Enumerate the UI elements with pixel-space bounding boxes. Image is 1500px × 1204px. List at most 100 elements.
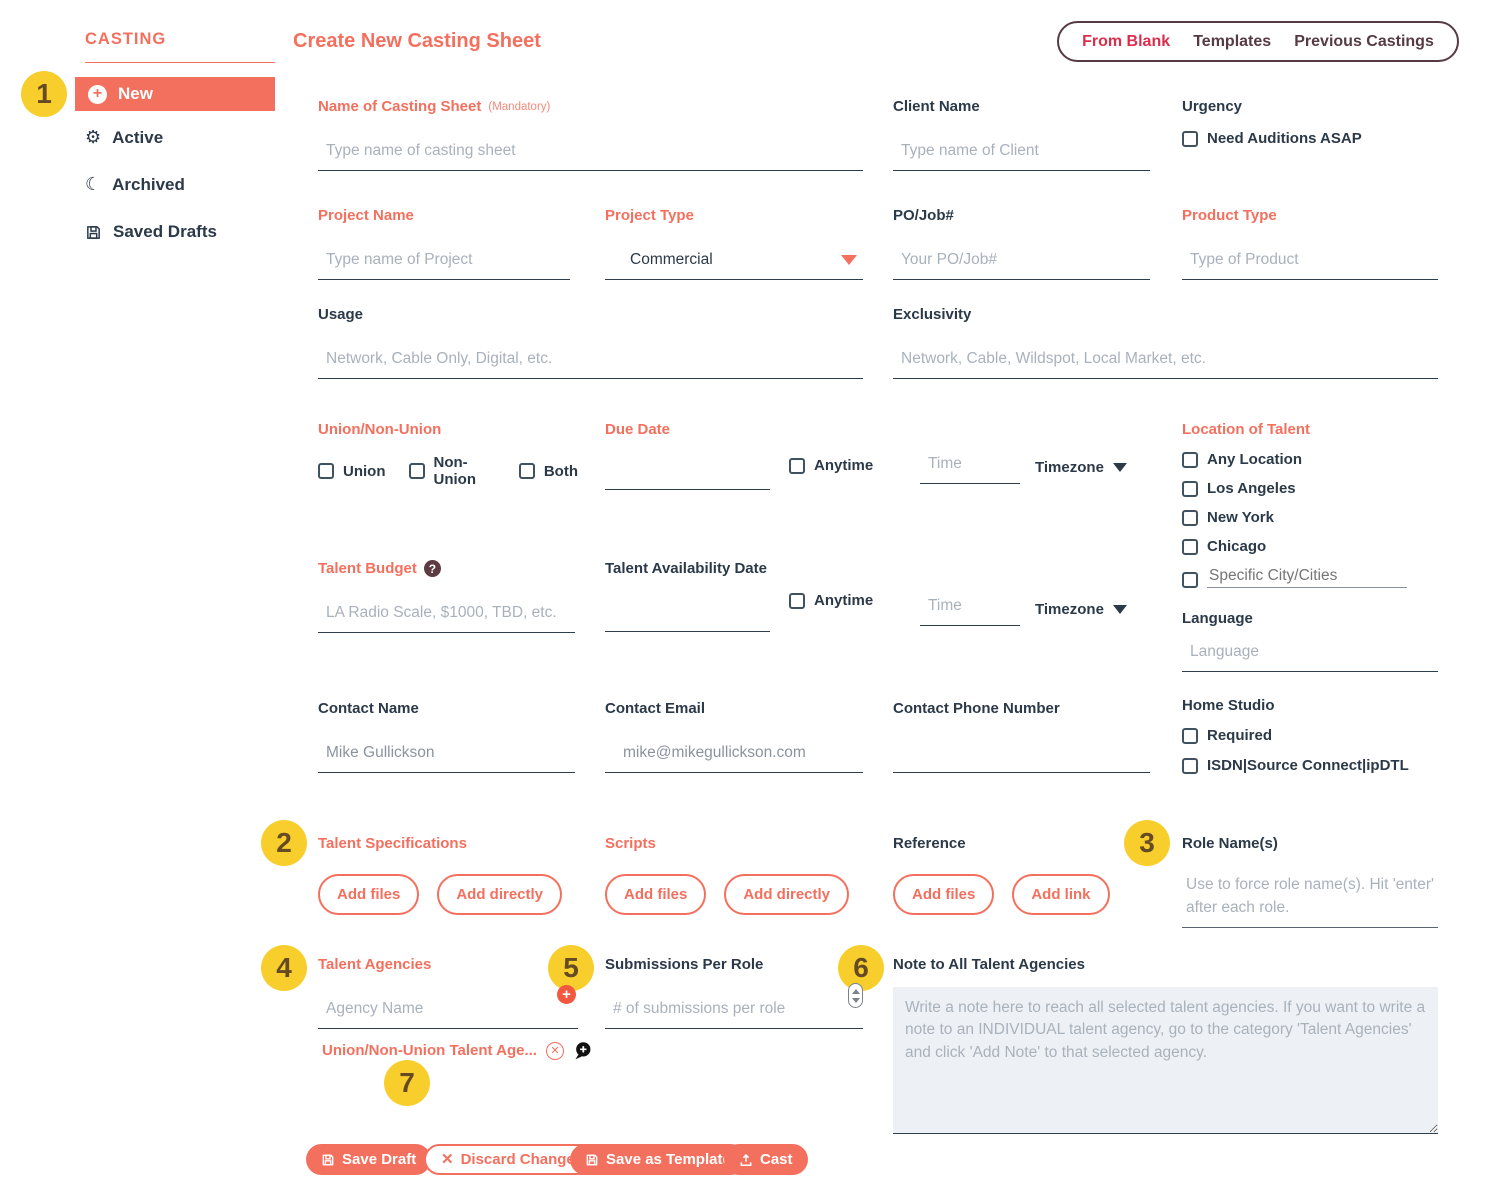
checkbox-box[interactable] — [318, 463, 334, 479]
due-date-anytime-checkbox[interactable]: Anytime — [789, 457, 873, 474]
checkbox-box[interactable] — [789, 457, 805, 474]
checkbox-box[interactable] — [1182, 538, 1198, 555]
scripts-add-files-button[interactable]: Add files — [605, 874, 707, 915]
checkbox-box[interactable] — [789, 592, 805, 609]
specific-city-input[interactable] — [1207, 567, 1407, 588]
field-contact-name: Contact Name — [318, 700, 575, 773]
non-union-checkbox[interactable]: Non-Union — [408, 454, 496, 488]
due-time-input[interactable] — [920, 455, 1020, 484]
checkbox-box[interactable] — [1182, 727, 1198, 744]
sidebar-item-archived[interactable]: ☾ Archived — [85, 175, 185, 195]
availability-date-input[interactable] — [605, 631, 770, 632]
stepper-up-icon[interactable] — [851, 988, 860, 994]
field-label: Client Name — [893, 98, 980, 115]
los-angeles-checkbox[interactable]: Los Angeles — [1182, 480, 1438, 497]
scripts-add-directly-button[interactable]: Add directly — [724, 874, 850, 915]
talent-specs-add-directly-button[interactable]: Add directly — [437, 874, 563, 915]
availability-time-input[interactable] — [920, 597, 1020, 626]
tab-from-blank[interactable]: From Blank — [1082, 32, 1171, 50]
sidebar-item-new[interactable]: + New — [75, 77, 275, 111]
checkbox-box[interactable] — [1182, 130, 1198, 147]
field-label: Home Studio — [1182, 697, 1275, 714]
field-talent-budget: Talent Budget ? — [318, 560, 575, 633]
number-stepper[interactable] — [848, 983, 863, 1008]
usage-input[interactable] — [318, 350, 863, 379]
note-to-all-textarea[interactable] — [893, 987, 1438, 1134]
tab-previous-castings[interactable]: Previous Castings — [1294, 32, 1434, 50]
field-talent-availability: Talent Availability Date — [605, 560, 863, 577]
help-icon[interactable]: ? — [423, 560, 441, 577]
any-location-checkbox[interactable]: Any Location — [1182, 451, 1438, 468]
timezone-label: Timezone — [1035, 459, 1104, 476]
cast-button[interactable]: Cast — [724, 1144, 808, 1175]
reference-add-files-button[interactable]: Add files — [893, 874, 995, 915]
remove-agency-icon[interactable]: ✕ — [545, 1041, 564, 1060]
chicago-checkbox[interactable]: Chicago — [1182, 538, 1438, 555]
talent-budget-input[interactable] — [318, 604, 575, 633]
checkbox-box[interactable] — [1182, 451, 1198, 468]
availability-timezone-select[interactable]: Timezone — [1035, 601, 1127, 618]
project-name-input[interactable] — [318, 251, 570, 280]
checkbox-label: Anytime — [814, 592, 874, 609]
scripts-buttons: Add files Add directly — [605, 874, 850, 915]
field-po-job: PO/Job# — [893, 207, 1150, 280]
save-as-template-button[interactable]: Save as Template — [570, 1144, 746, 1175]
checkbox-box[interactable] — [1182, 509, 1198, 526]
checkbox-box[interactable] — [1182, 480, 1198, 497]
contact-phone-input[interactable] — [893, 744, 1150, 773]
gear-icon: ⚙ — [85, 127, 102, 148]
stepper-down-icon[interactable] — [851, 997, 860, 1003]
contact-name-input[interactable] — [318, 744, 575, 773]
role-names-input[interactable] — [1182, 926, 1438, 928]
due-timezone-select[interactable]: Timezone — [1035, 459, 1127, 476]
button-label: Cast — [760, 1151, 793, 1168]
sidebar-item-label: New — [118, 84, 153, 103]
union-checkbox[interactable]: Union — [318, 454, 386, 488]
checkbox-box[interactable] — [408, 463, 425, 479]
language-input[interactable] — [1182, 643, 1438, 672]
specific-city-checkbox[interactable] — [1182, 567, 1438, 588]
upload-icon — [740, 1153, 752, 1166]
checkbox-label: Anytime — [814, 457, 874, 474]
field-note-to-all: Note to All Talent Agencies — [893, 956, 1438, 1139]
required-checkbox[interactable]: Required — [1182, 727, 1438, 744]
field-client-name: Client Name — [893, 98, 1150, 171]
project-type-select[interactable]: Commercial — [605, 251, 863, 280]
new-york-checkbox[interactable]: New York — [1182, 509, 1438, 526]
po-job-input[interactable] — [893, 251, 1150, 280]
sidebar-item-saved-drafts[interactable]: Saved Drafts — [85, 222, 217, 242]
add-agency-plus-icon[interactable]: + — [557, 985, 576, 1004]
add-note-bubble-icon[interactable] — [573, 1041, 592, 1060]
submissions-per-role-input[interactable] — [605, 1000, 863, 1029]
due-date-input[interactable] — [605, 489, 770, 490]
label-text: Talent Budget — [318, 560, 417, 577]
field-label: Location of Talent — [1182, 421, 1311, 438]
field-label: Union/Non-Union — [318, 421, 442, 438]
field-label: Name of Casting Sheet (Mandatory) — [318, 98, 863, 115]
save-draft-button[interactable]: Save Draft — [306, 1144, 432, 1175]
exclusivity-input[interactable] — [893, 350, 1438, 379]
home-studio-options: Required ISDN|Source Connect|ipDTL — [1182, 727, 1438, 774]
contact-email-input[interactable] — [605, 744, 863, 773]
field-language: Language — [1182, 610, 1438, 672]
both-checkbox[interactable]: Both — [518, 454, 578, 488]
field-urgency: Urgency Need Auditions ASAP — [1182, 98, 1438, 152]
talent-specs-add-files-button[interactable]: Add files — [318, 874, 420, 915]
chevron-down-icon — [1112, 605, 1127, 614]
reference-add-link-button[interactable]: Add link — [1012, 874, 1110, 915]
checkbox-box[interactable] — [1182, 757, 1198, 774]
field-location-of-talent: Location of Talent Any Location Los Ange… — [1182, 421, 1438, 588]
availability-anytime-checkbox[interactable]: Anytime — [789, 592, 873, 609]
checkbox-box[interactable] — [1182, 572, 1198, 588]
tab-templates[interactable]: Templates — [1193, 32, 1272, 50]
checkbox-label: Los Angeles — [1207, 480, 1296, 497]
agency-name-input[interactable] — [318, 1000, 578, 1029]
checkbox-box[interactable] — [518, 463, 535, 479]
moon-icon: ☾ — [85, 174, 102, 195]
casting-sheet-name-input[interactable] — [318, 142, 863, 171]
client-name-input[interactable] — [893, 142, 1150, 171]
need-auditions-asap-checkbox[interactable]: Need Auditions ASAP — [1182, 130, 1362, 147]
product-type-input[interactable] — [1182, 251, 1438, 280]
isdn-source-connect-checkbox[interactable]: ISDN|Source Connect|ipDTL — [1182, 757, 1438, 774]
sidebar-item-active[interactable]: ⚙ Active — [85, 128, 163, 148]
